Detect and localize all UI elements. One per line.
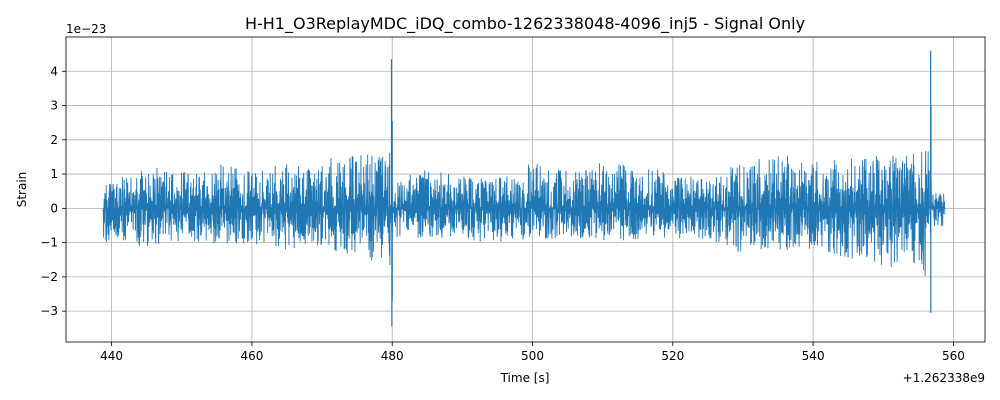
signal-trace: [102, 150, 946, 276]
x-tick-label: 520: [661, 349, 684, 363]
y-scale-label: 1e−23: [66, 22, 106, 36]
x-axis-label: Time [s]: [500, 371, 550, 385]
y-tick-label: −1: [40, 236, 58, 250]
x-tick-label: 480: [381, 349, 404, 363]
x-tick-label: 540: [802, 349, 825, 363]
y-tick-label: 3: [50, 99, 58, 113]
y-tick-label: 0: [50, 201, 58, 215]
x-tick-label: 500: [521, 349, 544, 363]
x-tick-label: 460: [240, 349, 263, 363]
axis-ticks: 440 460 480 500 520 540 560 −3 −2 −1 0 1 2 3 4: [40, 64, 965, 363]
y-axis-label: Strain: [15, 172, 29, 208]
signal-series: [102, 50, 946, 327]
chart-title: H-H1_O3ReplayMDC_iDQ_combo-1262338048-40…: [245, 14, 805, 34]
x-tick-label: 440: [100, 349, 123, 363]
y-tick-label: 2: [50, 133, 58, 147]
y-tick-label: −3: [40, 304, 58, 318]
y-tick-label: 1: [50, 167, 58, 181]
y-tick-label: 4: [50, 64, 58, 78]
x-tick-label: 560: [942, 349, 965, 363]
y-tick-label: −2: [40, 270, 58, 284]
plot-frame: [65, 36, 986, 343]
x-offset-label: +1.262338e9: [903, 371, 985, 385]
